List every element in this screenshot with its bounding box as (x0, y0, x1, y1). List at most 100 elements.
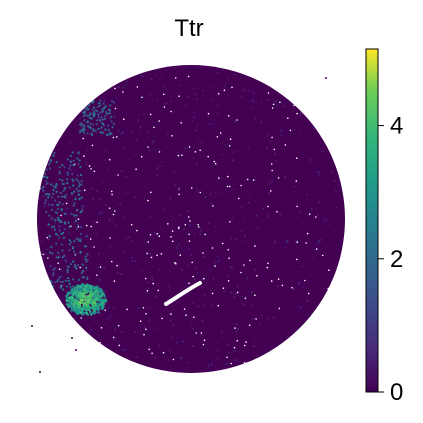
spot (204, 196, 207, 199)
spot (120, 273, 123, 276)
spot (113, 338, 116, 341)
spot (95, 232, 98, 235)
spot (121, 169, 123, 172)
spot (181, 148, 183, 151)
spot (41, 156, 44, 159)
spot (80, 311, 83, 315)
spot (147, 136, 149, 139)
spot (163, 103, 166, 105)
gap-spot (167, 223, 169, 225)
gap-spot (148, 348, 150, 351)
spot (83, 99, 86, 102)
spot (165, 88, 167, 91)
gap-spot (195, 332, 198, 334)
spot (199, 233, 202, 235)
spot (90, 328, 93, 331)
colorbar-bar (365, 48, 379, 393)
spot (123, 146, 126, 149)
spot (85, 245, 88, 248)
spot (215, 341, 218, 344)
spot (137, 307, 139, 310)
gap-spot (111, 193, 113, 196)
gap-spot (146, 252, 148, 255)
spot (300, 306, 303, 309)
spot (73, 190, 76, 193)
spot (47, 155, 50, 158)
spot (200, 230, 203, 233)
spot (101, 109, 104, 112)
spot (106, 167, 109, 170)
spot (89, 301, 92, 304)
spot (197, 305, 200, 308)
spot (124, 349, 126, 352)
spot (102, 292, 105, 296)
spot (235, 323, 238, 326)
spot (81, 276, 84, 279)
spot (192, 345, 195, 347)
spot (299, 129, 301, 132)
spot (71, 180, 74, 183)
spot (96, 119, 99, 122)
gap-spot (236, 119, 238, 121)
spot (295, 239, 298, 242)
spot (102, 97, 105, 100)
spot (109, 112, 112, 115)
spot (234, 349, 237, 352)
spot (50, 281, 53, 284)
spot (59, 280, 62, 283)
spot (86, 114, 89, 117)
spot (75, 214, 78, 217)
gap-spot (91, 144, 94, 147)
spot (72, 308, 75, 311)
spot (203, 304, 206, 306)
spot (166, 132, 169, 135)
spot (73, 240, 76, 243)
spot (109, 104, 112, 107)
gap-spot (231, 86, 233, 89)
gap-spot (227, 115, 230, 117)
spot (301, 265, 304, 268)
spot (101, 131, 104, 134)
gap-spot (109, 237, 111, 239)
spot (194, 232, 197, 235)
spot (91, 123, 94, 126)
spot (233, 296, 236, 298)
spot (50, 183, 54, 186)
spot (282, 105, 285, 107)
spot (78, 309, 82, 313)
spot (83, 125, 86, 128)
tissue-gap (164, 281, 202, 306)
spot (92, 303, 95, 307)
spot (109, 117, 111, 120)
spot (55, 190, 58, 193)
spot (71, 294, 74, 298)
spot (233, 188, 236, 191)
spot (167, 200, 170, 203)
spot (49, 159, 52, 162)
gap-spot (82, 137, 84, 140)
spot (52, 154, 55, 157)
spot (72, 305, 76, 309)
gap-spot (158, 151, 161, 153)
spot (75, 195, 77, 198)
spot (97, 311, 100, 314)
spot (101, 212, 104, 214)
spot (77, 162, 80, 165)
spot (76, 245, 79, 248)
spot (145, 242, 148, 245)
spot (251, 304, 254, 307)
spot (117, 341, 120, 344)
spot (148, 305, 151, 308)
spot (103, 101, 106, 104)
gap-spot (110, 190, 113, 193)
spot (126, 81, 128, 83)
gap-spot (229, 138, 232, 140)
spot (187, 264, 190, 266)
spot (81, 205, 84, 208)
spot (112, 307, 115, 309)
gap-spot (114, 210, 116, 212)
spot (111, 126, 114, 129)
gap-spot (254, 245, 256, 247)
spot (193, 111, 195, 114)
spot (79, 240, 82, 243)
